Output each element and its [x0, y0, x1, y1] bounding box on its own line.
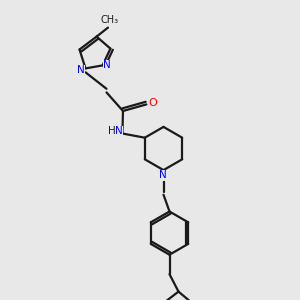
Text: CH₃: CH₃: [100, 15, 118, 25]
Text: N: N: [77, 65, 85, 75]
Text: N: N: [115, 126, 123, 136]
Text: N: N: [159, 170, 167, 181]
Text: H: H: [108, 126, 116, 136]
Text: N: N: [103, 60, 111, 70]
Text: O: O: [148, 98, 158, 108]
